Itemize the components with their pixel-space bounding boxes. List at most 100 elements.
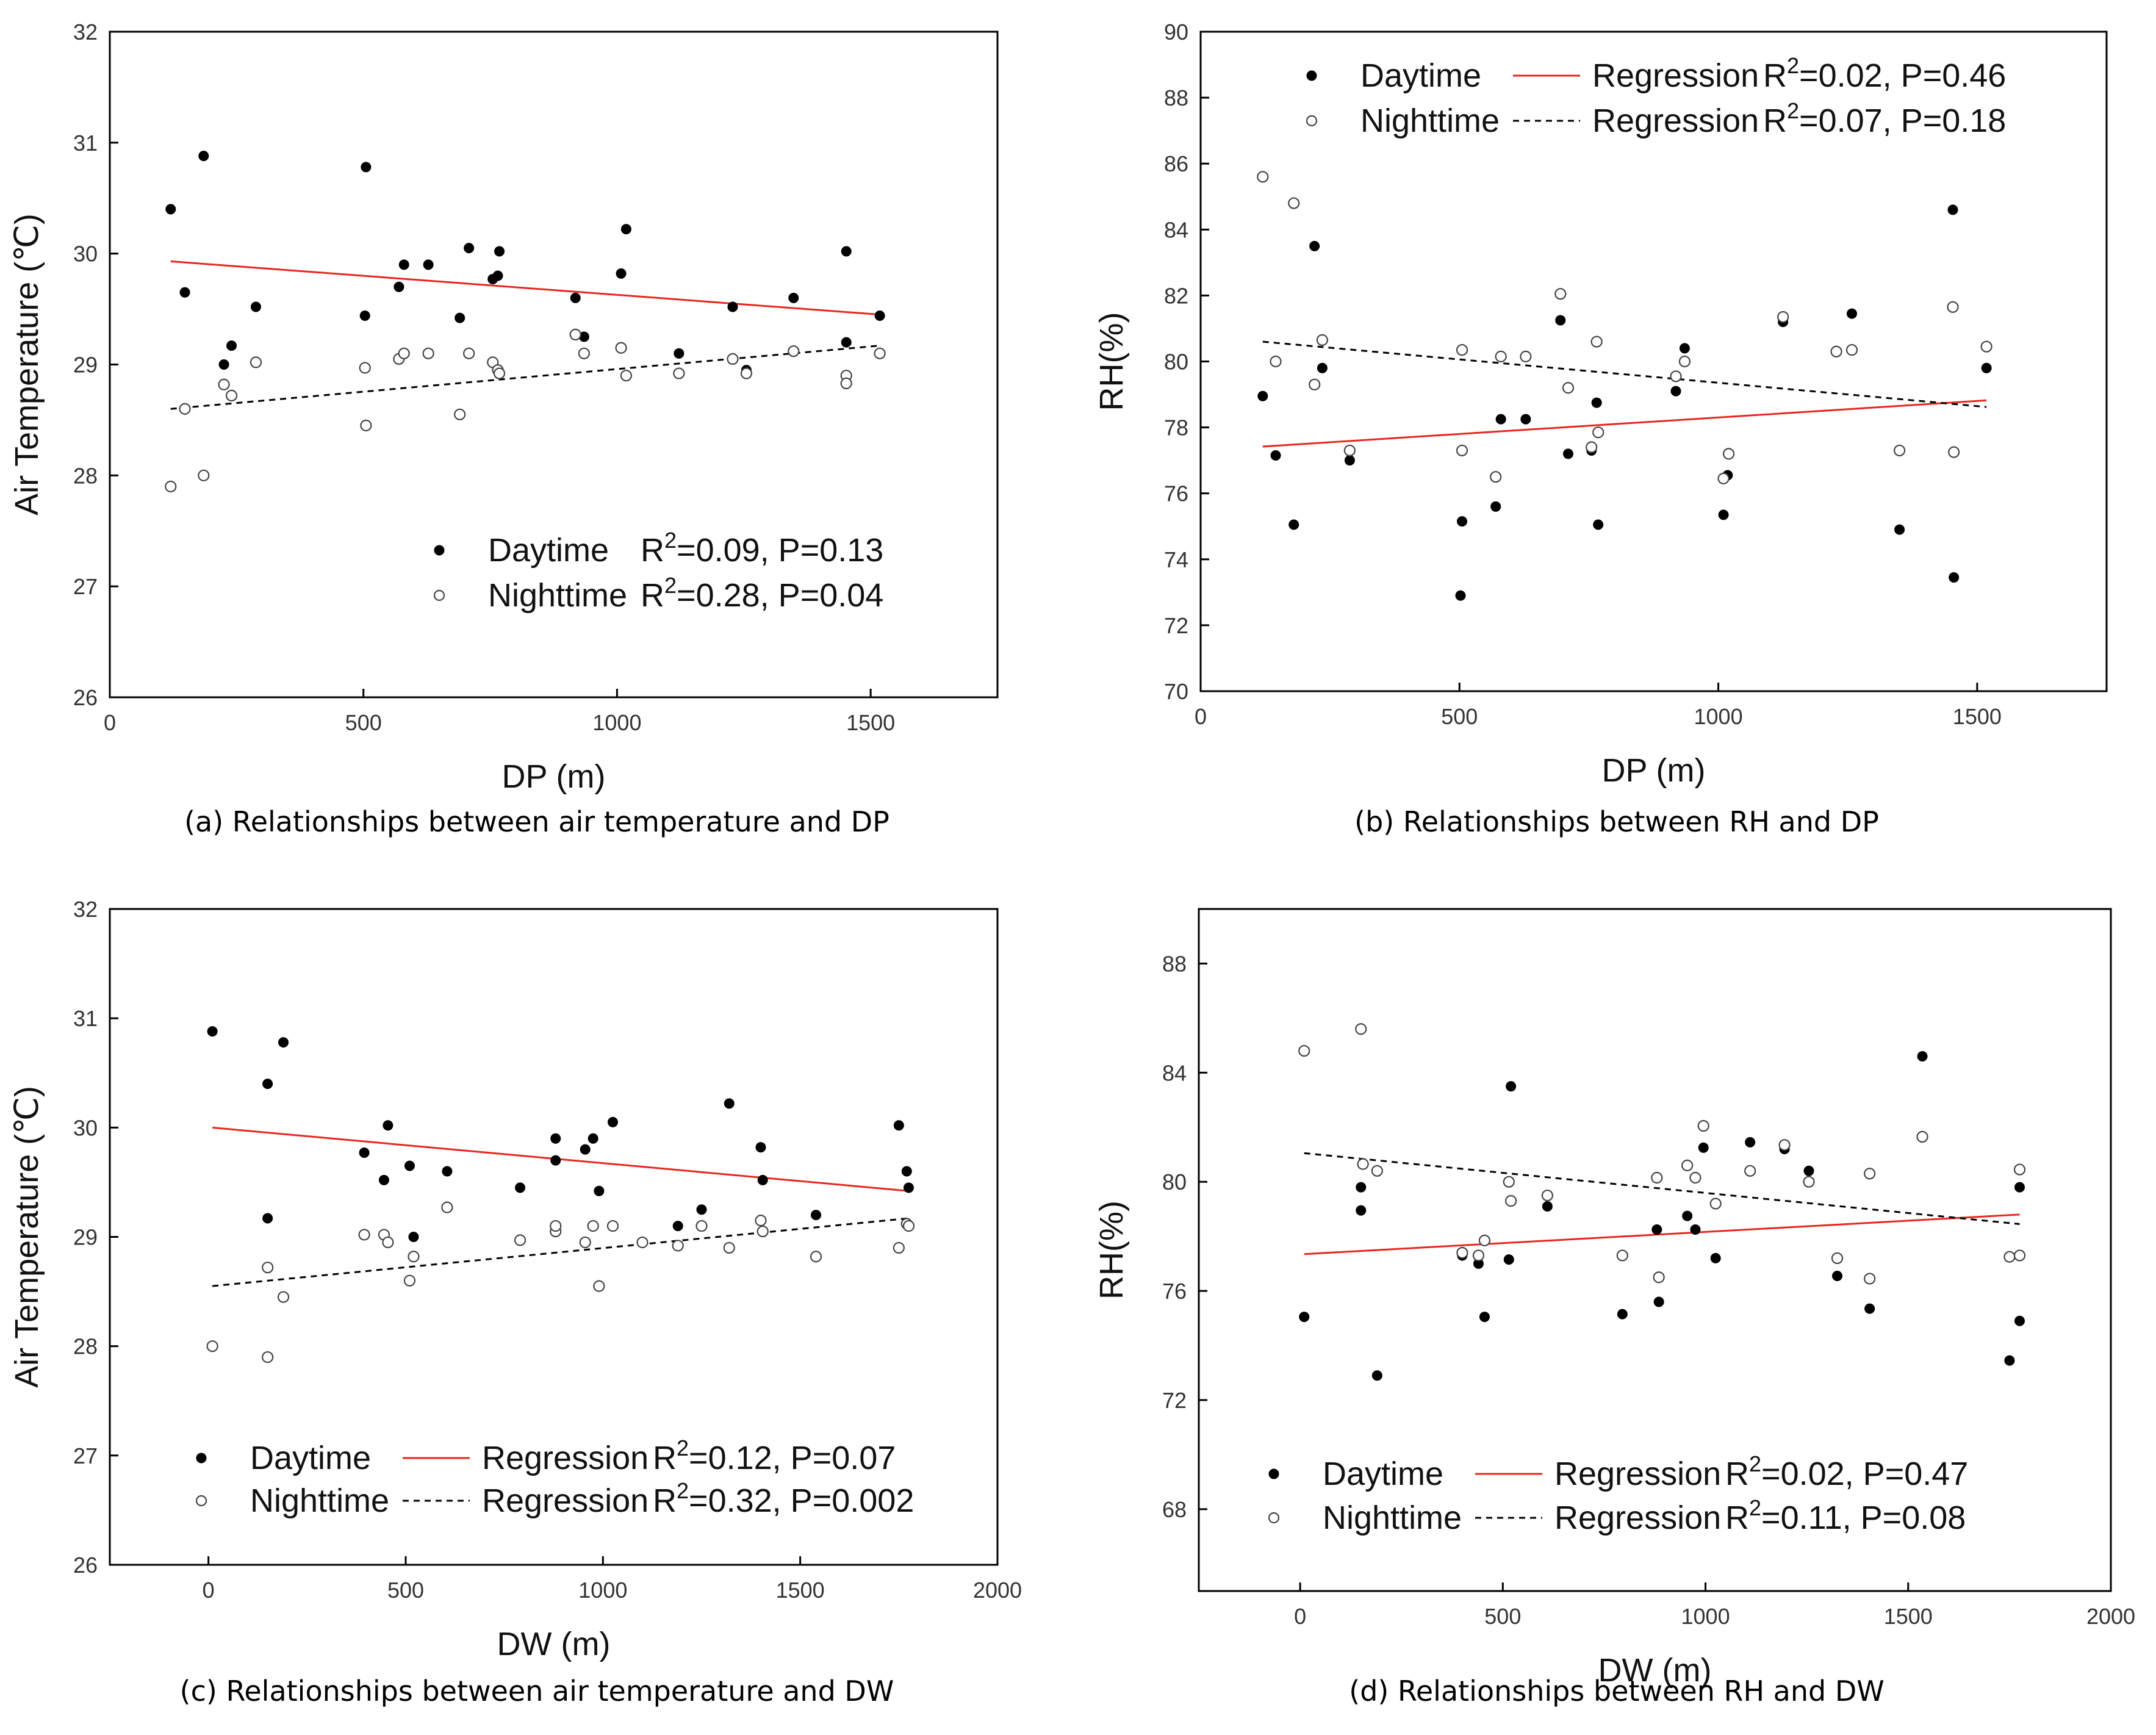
legend-stats: R2=0.09, P=0.13 (641, 528, 883, 569)
daytime-point (408, 1232, 419, 1242)
daytime-point (1864, 1303, 1875, 1314)
nighttime-point (1616, 1249, 1628, 1262)
x-tick-label: 0 (203, 1578, 215, 1603)
nighttime-point (1831, 1252, 1844, 1265)
x-axis-label: DP (m) (502, 758, 606, 795)
y-tick-label: 26 (73, 1553, 98, 1578)
daytime-point (811, 1210, 822, 1221)
x-tick-label: 1000 (1694, 704, 1743, 729)
plot-frame (1198, 908, 2112, 1592)
y-tick-label: 27 (73, 574, 98, 599)
nighttime-point (398, 347, 410, 359)
nighttime-point (1456, 343, 1468, 356)
daytime-point (165, 204, 176, 215)
legend-nighttime-marker (1306, 115, 1318, 127)
daytime-point (361, 162, 372, 173)
legend-stats: R2=0.11, P=0.08 (1725, 1495, 1966, 1536)
legend-stats: R2=0.28, P=0.04 (641, 573, 883, 614)
y-tick-label: 88 (1164, 85, 1188, 110)
nighttime-point (569, 328, 581, 341)
nighttime-point (1505, 1194, 1517, 1207)
x-tick-label: 2000 (973, 1578, 1022, 1603)
y-tick-label: 84 (1164, 217, 1188, 242)
x-tick-label: 1500 (846, 710, 895, 735)
nighttime-point (1653, 1271, 1665, 1284)
legend-daytime-marker (1306, 70, 1317, 81)
caption-a: (a) Relationships between air temperatur… (184, 805, 889, 838)
daytime-point (1832, 1270, 1842, 1281)
legend-nighttime-marker (433, 589, 445, 602)
daytime-point (727, 301, 738, 312)
nighttime-point (2003, 1251, 2016, 1263)
x-tick-label: 1000 (578, 1578, 627, 1603)
nighttime-point (740, 367, 753, 379)
daytime-point (1356, 1182, 1367, 1193)
daytime-point (494, 246, 505, 257)
daytime-point (393, 281, 404, 292)
nighttime-point (593, 1280, 605, 1292)
caption-c: (c) Relationships between air temperatur… (179, 1675, 894, 1708)
nighttime-point (262, 1351, 274, 1363)
daytime-point (464, 243, 475, 254)
nighttime-point (874, 347, 886, 359)
nighttime-point (893, 1241, 905, 1254)
daytime-point (1894, 524, 1905, 535)
daytime-point (226, 340, 237, 351)
nighttime-point (788, 345, 800, 357)
nighttime-point (1670, 370, 1682, 383)
legend-daytime-marker (1268, 1468, 1279, 1479)
nighttime-point (1916, 1130, 1928, 1143)
legend-stats: R2=0.32, P=0.002 (653, 1478, 914, 1519)
legend-daytime-label: Daytime (1360, 57, 1481, 94)
daytime-point (492, 270, 503, 281)
nighttime-point (1309, 378, 1321, 390)
y-tick-label: 68 (1162, 1497, 1187, 1522)
nighttime-point (755, 1215, 767, 1227)
legend-daytime-marker (196, 1453, 207, 1464)
legend-regression-label: Regression (1592, 102, 1759, 139)
daytime-point (1317, 362, 1328, 373)
legend-daytime-label: Daytime (1323, 1456, 1443, 1492)
legend-nighttime-marker (195, 1495, 207, 1507)
daytime-point (359, 310, 370, 321)
nighttime-point (1830, 345, 1842, 357)
daytime-point (1651, 1224, 1662, 1235)
daytime-point (262, 1213, 273, 1224)
daytime-point (1710, 1252, 1721, 1263)
y-tick-label: 76 (1162, 1279, 1187, 1304)
daytime-point (841, 246, 852, 257)
daytime-point (1690, 1224, 1701, 1235)
daytime-point (893, 1120, 904, 1131)
legend-nighttime-label: Nighttime (1323, 1500, 1462, 1536)
nighttime-point (723, 1241, 735, 1254)
nighttime-point (1316, 334, 1329, 346)
chart-c-svg: 0 500 1000 1500 2000 26 27 28 29 30 31 32 DW (m) Air … (9, 897, 1022, 1662)
daytime-point (1679, 343, 1690, 354)
nighttime-point (262, 1262, 274, 1274)
nighttime-point (636, 1236, 649, 1249)
daytime-point (616, 268, 627, 279)
y-tick-label: 28 (73, 463, 98, 488)
legend-regression-label: Regression (482, 1440, 649, 1476)
daytime-point (179, 287, 190, 298)
nighttime-point (695, 1220, 708, 1232)
nighttime-point (810, 1251, 822, 1263)
y-tick-label: 78 (1164, 415, 1188, 440)
legend-stats: R2=0.02, P=0.47 (1725, 1451, 1968, 1492)
nighttime-point (1541, 1189, 1554, 1202)
nighttime-point (360, 419, 372, 432)
legend-daytime-marker (434, 545, 445, 556)
legend-stats: R2=0.12, P=0.07 (653, 1435, 896, 1476)
x-tick-label: 500 (1484, 1604, 1521, 1629)
y-tick-label: 74 (1164, 547, 1188, 572)
daytime-point (198, 151, 209, 162)
daytime-point (1270, 450, 1281, 461)
y-tick-label: 29 (73, 1225, 98, 1250)
nighttime-point (1270, 355, 1282, 368)
x-tick-label: 1000 (1681, 1604, 1730, 1629)
nighttime-point (198, 469, 210, 481)
nighttime-point (840, 377, 852, 390)
daytime-point (218, 359, 229, 370)
y-tick-label: 31 (73, 1006, 98, 1031)
legend-regression-label: Regression (1592, 57, 1759, 94)
